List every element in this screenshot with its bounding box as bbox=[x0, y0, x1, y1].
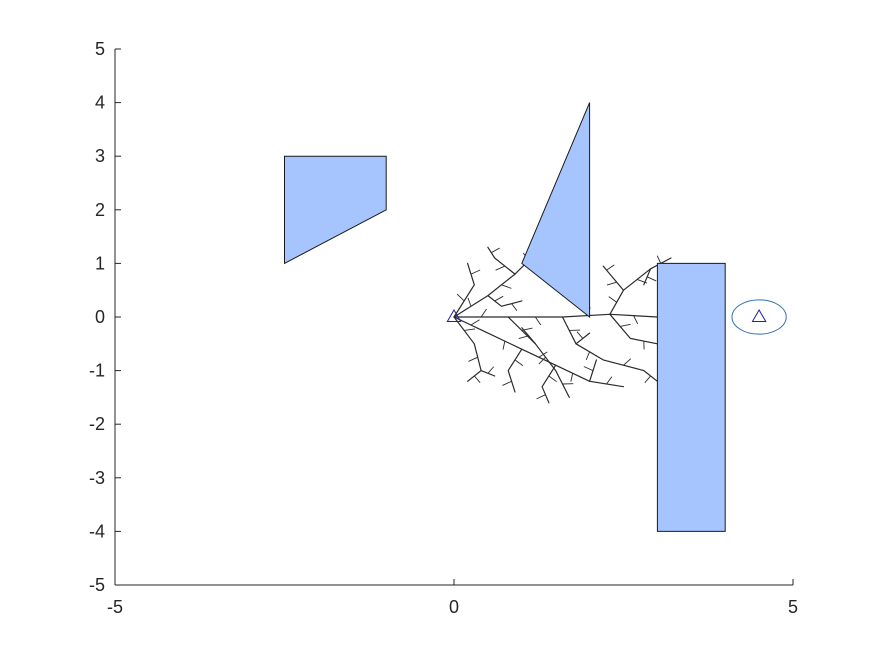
y-tick-label: -4 bbox=[89, 521, 105, 541]
tree-twig-6-4 bbox=[645, 376, 651, 383]
y-tick-label: 0 bbox=[95, 307, 105, 327]
tree-twig-4-1 bbox=[464, 329, 475, 330]
tree-twig-1-1 bbox=[468, 298, 471, 306]
tree-twig-16-1 bbox=[577, 332, 583, 339]
tree-branch-4 bbox=[454, 317, 495, 376]
tree-twig-14-1 bbox=[474, 376, 480, 383]
tree-twig-2-2 bbox=[471, 270, 480, 274]
tree-twig-11-1 bbox=[515, 360, 523, 366]
tree-branch-15 bbox=[522, 328, 536, 344]
tree-twig-10-2 bbox=[491, 248, 499, 253]
tree-branch-2 bbox=[454, 263, 474, 317]
tree-branch-6 bbox=[563, 317, 658, 381]
tree-twig-4-3 bbox=[488, 367, 494, 374]
tree-twig-3-1 bbox=[471, 320, 480, 325]
tree-twig-17-1 bbox=[607, 282, 617, 285]
obstacle-quadrilateral bbox=[285, 156, 387, 263]
tree-twig-10-1 bbox=[496, 266, 505, 270]
tree-twig-3-2 bbox=[503, 341, 505, 350]
tree-twig-0-1 bbox=[481, 309, 486, 317]
y-tick-label: 5 bbox=[95, 39, 105, 59]
tree-twig-11-2 bbox=[502, 381, 511, 385]
x-tick-label: 0 bbox=[449, 597, 459, 617]
tree-twig-7-1 bbox=[609, 297, 617, 303]
tree-twig-6-3 bbox=[624, 359, 631, 366]
tree-branch-9 bbox=[488, 296, 522, 307]
tree-twig-9-1 bbox=[495, 296, 504, 301]
tree-branch-17 bbox=[603, 266, 623, 290]
tree-twig-17-2 bbox=[607, 265, 615, 270]
y-tick-label: 2 bbox=[95, 200, 105, 220]
tree-branch-0 bbox=[454, 314, 657, 317]
tree-twig-0-4 bbox=[634, 316, 638, 324]
goal-region-circle bbox=[732, 300, 786, 334]
y-tick-label: -3 bbox=[89, 468, 105, 488]
tree-twig-9-2 bbox=[512, 304, 517, 311]
tree-twig-3-4 bbox=[571, 373, 573, 382]
tree-twig-6-2 bbox=[586, 352, 589, 360]
x-tick-label: -5 bbox=[107, 597, 123, 617]
tree-twig-3-5 bbox=[607, 377, 612, 384]
y-tick-label: -1 bbox=[89, 361, 105, 381]
tree-twig-8-1 bbox=[620, 324, 630, 326]
y-tick-label: 3 bbox=[95, 146, 105, 166]
tree-branch-13 bbox=[590, 360, 597, 381]
tree-branch-11 bbox=[508, 349, 522, 392]
tree-twig-1-2 bbox=[501, 285, 511, 289]
tree-twig-0-2 bbox=[535, 317, 540, 325]
y-tick-label: -2 bbox=[89, 414, 105, 434]
tree-branch-8 bbox=[610, 314, 658, 344]
obstacle-rectangle bbox=[657, 263, 725, 531]
tree-branch-14 bbox=[468, 371, 482, 382]
tree-twig-13-1 bbox=[584, 367, 593, 371]
tree-twig-12-2 bbox=[537, 395, 546, 399]
obstacle-triangle bbox=[522, 103, 590, 317]
tree-branch-10 bbox=[488, 247, 515, 274]
y-tick-label: -5 bbox=[89, 575, 105, 595]
tree-branch-12 bbox=[542, 365, 556, 403]
goal-marker bbox=[752, 310, 765, 322]
tree-twig-15-1 bbox=[519, 336, 529, 339]
tree-twig-4-2 bbox=[468, 357, 477, 361]
tree-twig-18-1 bbox=[647, 277, 656, 281]
x-tick-label: 5 bbox=[788, 597, 798, 617]
tree-twig-12-1 bbox=[549, 376, 557, 382]
y-tick-label: 4 bbox=[95, 93, 105, 113]
tree-twig-2-1 bbox=[457, 294, 464, 301]
tree-branch-3 bbox=[454, 317, 624, 387]
y-tick-label: 1 bbox=[95, 253, 105, 273]
tree-twig-7-3 bbox=[657, 256, 661, 264]
